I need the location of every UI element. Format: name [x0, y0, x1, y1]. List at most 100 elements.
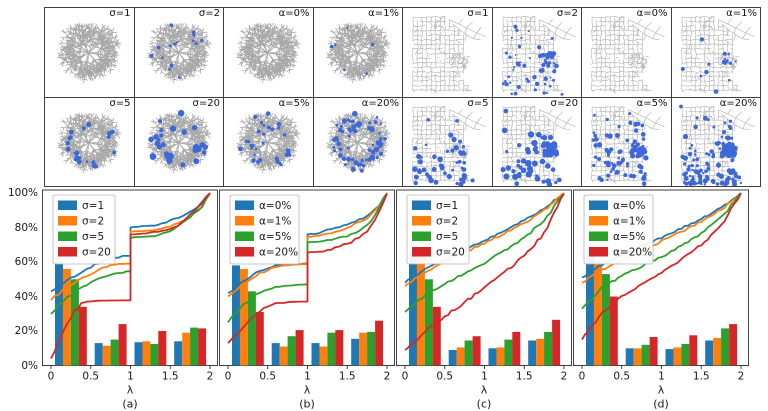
blue-node: [721, 144, 725, 148]
blue-node: [458, 139, 463, 144]
bar-alpha-0-group3: [311, 343, 320, 366]
blue-node: [682, 161, 686, 166]
bar-alpha-1-group4: [713, 337, 722, 366]
blue-node: [413, 180, 418, 185]
blue-node: [730, 146, 733, 150]
blue-node: [68, 129, 74, 134]
legend-label-alpha-1: α=1%: [259, 216, 291, 228]
blue-node: [433, 179, 439, 185]
blue-node: [158, 132, 163, 137]
x-axis-tick-label: 0.5: [259, 371, 276, 383]
bar-alpha-0-group1: [232, 265, 240, 366]
blue-node: [378, 144, 382, 148]
chart-panel-c: 0 0.5 1 1.5 2 λ (c) σ=1 σ=2 σ=5 σ=20: [396, 185, 572, 411]
blue-node: [520, 167, 526, 173]
blue-node: [453, 144, 459, 151]
network-panel-label: σ=20: [550, 97, 578, 109]
blue-node: [683, 175, 689, 181]
chart-panel-d: 0 0.5 1 1.5 2 λ (d) α=0% α=1% α=5% α=20%: [573, 185, 749, 411]
bar-alpha-1-group1: [239, 268, 248, 366]
legend: σ=1 σ=2 σ=5 σ=20: [52, 194, 116, 265]
blue-node: [547, 61, 551, 65]
blue-node: [703, 69, 709, 75]
blue-node: [180, 128, 187, 135]
blue-node: [462, 160, 467, 165]
blue-node: [691, 174, 694, 178]
blue-node: [367, 148, 371, 152]
bar-alpha-20-group4: [729, 324, 738, 366]
network-panel-map-sigma-1: σ=1: [402, 7, 493, 98]
blue-node: [702, 178, 708, 184]
x-axis-title: λ: [127, 384, 134, 397]
network-panel-tree-alpha-1: α=1%: [312, 7, 403, 98]
blue-node: [372, 146, 378, 151]
tree-sigma-2-graph: [146, 22, 211, 84]
tree-sigma-5-graph: [57, 112, 122, 173]
x-axis-tick-label: 0.5: [613, 371, 630, 383]
blue-node: [591, 137, 596, 142]
legend-swatch-alpha-1: [235, 216, 254, 226]
x-axis-tick-label: 0: [48, 371, 55, 383]
blue-node: [730, 167, 735, 173]
bar-alpha-0-group1: [586, 255, 594, 366]
blue-node: [329, 44, 333, 49]
blue-node: [177, 76, 181, 79]
blue-node: [77, 155, 82, 160]
legend: σ=1 σ=2 σ=5 σ=20: [406, 194, 470, 265]
bar-sigma-1-group1: [409, 251, 417, 366]
blue-node: [632, 147, 638, 152]
blue-node: [729, 136, 733, 140]
legend-label-sigma-20: σ=20: [436, 247, 465, 259]
chart-svg: 0 0.5 1 1.5 2 λ(b) α=0% α=1% α=5% α=20%: [219, 189, 395, 411]
blue-node: [709, 148, 714, 154]
blue-node: [519, 36, 523, 40]
blue-node: [593, 154, 598, 159]
bar-alpha-5-group1: [601, 274, 610, 366]
blue-node: [688, 174, 691, 177]
bar-alpha-0-group4: [351, 338, 360, 366]
blue-node: [261, 140, 265, 145]
blue-node: [341, 117, 347, 124]
blue-node: [513, 91, 517, 96]
tree-alpha-1-graph: [325, 22, 390, 84]
blue-node: [266, 124, 271, 129]
blue-node: [599, 177, 604, 182]
blue-node: [705, 166, 710, 171]
line-alpha-20: [227, 193, 388, 344]
blue-node: [460, 152, 463, 156]
bar-alpha-20-group2: [649, 337, 658, 366]
blue-node: [727, 78, 731, 82]
bar-sigma-20-group2: [118, 324, 127, 366]
blue-node: [192, 157, 199, 164]
blue-node: [548, 76, 551, 79]
network-panel-label: σ=20: [192, 97, 220, 109]
bar-alpha-5-group4: [721, 328, 730, 366]
bar-alpha-5-group2: [641, 344, 650, 366]
blue-node: [691, 181, 695, 186]
blue-node: [552, 61, 556, 65]
blue-node: [679, 154, 685, 159]
blue-node: [359, 158, 364, 162]
blue-node: [461, 172, 467, 178]
blue-node: [451, 136, 457, 142]
blue-node: [463, 151, 467, 156]
blue-node: [625, 164, 629, 168]
bar-alpha-5-group2: [287, 336, 296, 366]
blue-node: [160, 141, 166, 147]
legend-swatch-alpha-5: [589, 231, 608, 241]
legend-swatch-alpha-0: [235, 200, 254, 210]
bar-sigma-1-group4: [528, 340, 537, 366]
legend-label-sigma-5: σ=5: [436, 231, 458, 243]
blue-node: [265, 110, 271, 116]
legend-swatch-sigma-1: [412, 200, 431, 210]
blue-node: [615, 132, 620, 138]
blue-node: [457, 159, 462, 164]
bar-alpha-1-group1: [593, 260, 602, 366]
network-panel-map-alpha-1: α=1%: [670, 7, 761, 98]
blue-node: [597, 141, 603, 147]
x-axis-tick-label: 2: [738, 371, 745, 383]
line-sigma-20: [404, 193, 565, 351]
chart-svg: 0 0.5 1 1.5 2 λ(d) α=0% α=1% α=5% α=20%: [573, 189, 749, 411]
blue-node: [544, 177, 551, 184]
blue-node: [179, 161, 186, 168]
